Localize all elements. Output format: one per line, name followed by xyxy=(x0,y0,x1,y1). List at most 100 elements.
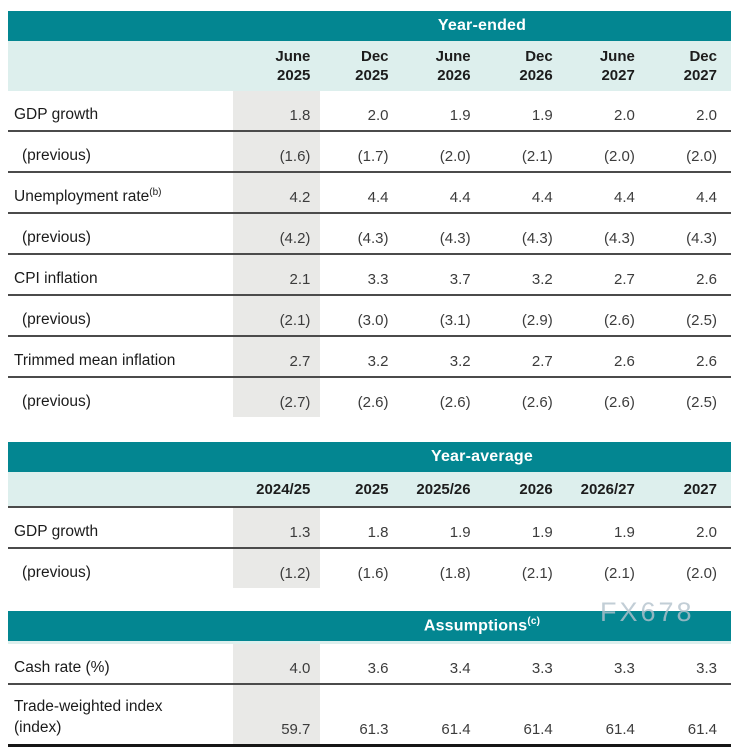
row-label: (previous) xyxy=(8,547,234,588)
value-cell: (2.1) xyxy=(566,547,649,588)
year-average-banner: Year-average xyxy=(8,442,731,472)
column-header-row: 2024/25 2025 2025/26 2026 2026/27 2027 xyxy=(8,472,731,507)
row-label: GDP growth xyxy=(14,106,99,123)
value-cell: 61.4 xyxy=(566,683,649,747)
value-cell: (2.5) xyxy=(648,376,731,417)
value-cell: 2.6 xyxy=(648,335,731,377)
banner-row: Year-average xyxy=(8,442,731,472)
value-cell: 4.2 xyxy=(233,171,321,213)
empty-header-cell xyxy=(8,472,234,507)
value-cell: (4.3) xyxy=(566,212,649,254)
value-cell: 61.4 xyxy=(648,683,731,747)
row-label: GDP growth xyxy=(8,506,234,548)
forecast-tables-page: Year-ended June 2025 Dec 2025 June 2026 Dec… xyxy=(8,11,731,747)
banner-title: Year-average xyxy=(430,448,534,465)
value-cell: (3.0) xyxy=(320,294,403,336)
year-ended-banner: Year-ended xyxy=(8,11,731,41)
value-cell: 4.0 xyxy=(233,642,321,684)
value-cell: 1.9 xyxy=(531,107,553,124)
value-cell: (3.1) xyxy=(402,294,485,336)
value-cell: 1.8 xyxy=(320,506,403,548)
row-label: (previous) xyxy=(8,294,234,336)
value-cell: (2.0) xyxy=(648,130,731,172)
row-label: (previous) xyxy=(8,376,234,417)
row-label: Unemployment rate(b) xyxy=(8,171,234,213)
value-cell: 4.4 xyxy=(566,171,649,213)
column-header: 2026/27 xyxy=(566,472,649,507)
column-header: Dec 2027 xyxy=(648,41,731,91)
value-cell: (1.8) xyxy=(402,547,485,588)
row-label: Cash rate (%) xyxy=(14,659,110,676)
value-cell: 2.1 xyxy=(233,253,321,295)
value-cell: (2.5) xyxy=(648,294,731,336)
column-header: 2027 xyxy=(648,472,731,507)
table-row: GDP growth 1.3 1.8 1.9 1.9 1.9 2.0 xyxy=(8,506,731,548)
value-cell: 3.2 xyxy=(402,335,485,377)
value-cell: 2.0 xyxy=(367,107,389,124)
table-row: CPI inflation 2.1 3.3 3.7 3.2 2.7 2.6 xyxy=(8,253,731,295)
value-cell: 3.7 xyxy=(402,253,485,295)
column-header: 2025/26 xyxy=(402,472,485,507)
value-cell: 3.2 xyxy=(484,253,567,295)
column-header: 2024/25 xyxy=(233,472,321,507)
row-label: Trade-weighted index (index) xyxy=(8,683,234,747)
value-cell: 2.0 xyxy=(613,107,635,124)
footnote-ref: (b) xyxy=(149,186,162,198)
table-row: Trade-weighted index (index) 59.7 61.3 6… xyxy=(8,683,731,747)
column-header: 2026 xyxy=(484,472,567,507)
value-cell: (4.3) xyxy=(484,212,567,254)
assumptions-banner: Assumptions(c) xyxy=(8,611,731,644)
value-cell: 3.3 xyxy=(320,253,403,295)
value-cell: (2.1) xyxy=(484,130,567,172)
row-label: (previous) xyxy=(8,130,234,172)
value-cell: 61.3 xyxy=(320,683,403,747)
value-cell: (2.6) xyxy=(566,294,649,336)
value-cell: (2.9) xyxy=(484,294,567,336)
table-row: (previous) (1.6) (1.7) (2.0) (2.1) (2.0)… xyxy=(8,130,731,172)
value-cell: 3.3 xyxy=(531,660,553,677)
column-header: 2025 xyxy=(320,472,403,507)
value-cell: (2.0) xyxy=(648,547,731,588)
value-cell: 2.7 xyxy=(233,335,321,377)
value-cell: 3.2 xyxy=(320,335,403,377)
value-cell: 3.4 xyxy=(449,660,471,677)
value-cell: 2.7 xyxy=(566,253,649,295)
value-cell: 2.7 xyxy=(484,335,567,377)
value-cell: (4.3) xyxy=(402,212,485,254)
row-label: (previous) xyxy=(8,212,234,254)
value-cell: 2.6 xyxy=(648,253,731,295)
banner-title: Assumptions(c) xyxy=(423,616,541,635)
value-cell: 2.0 xyxy=(648,506,731,548)
column-header: June 2026 xyxy=(402,41,485,91)
table-row: (previous) (4.2) (4.3) (4.3) (4.3) (4.3)… xyxy=(8,212,731,254)
value-cell: (1.2) xyxy=(233,547,321,588)
row-label: CPI inflation xyxy=(8,253,234,295)
table-row: GDP growth 1.8 2.0 1.9 1.9 2.0 2.0 xyxy=(8,91,731,131)
column-header: June 2025 xyxy=(233,41,321,91)
value-cell: 61.4 xyxy=(484,683,567,747)
row-label: Trimmed mean inflation xyxy=(8,335,234,377)
value-cell: 1.9 xyxy=(566,506,649,548)
banner-row: Assumptions(c) xyxy=(8,611,731,644)
table-row: Trimmed mean inflation 2.7 3.2 3.2 2.7 2… xyxy=(8,335,731,377)
value-cell: 3.6 xyxy=(367,660,389,677)
value-cell: (2.6) xyxy=(566,376,649,417)
value-cell: (2.6) xyxy=(402,376,485,417)
table-row: (previous) (2.7) (2.6) (2.6) (2.6) (2.6)… xyxy=(8,376,731,417)
value-cell: (2.0) xyxy=(566,130,649,172)
value-cell: (4.3) xyxy=(320,212,403,254)
column-header: Dec 2025 xyxy=(320,41,403,91)
footnote-ref: (c) xyxy=(527,616,541,628)
value-cell: 2.6 xyxy=(566,335,649,377)
value-cell: (2.1) xyxy=(484,547,567,588)
column-header: June 2027 xyxy=(566,41,649,91)
value-cell: (2.6) xyxy=(320,376,403,417)
value-cell: 61.4 xyxy=(402,683,485,747)
empty-header-cell xyxy=(8,41,234,91)
value-cell: 3.3 xyxy=(696,660,717,677)
year-average-table: Year-average 2024/25 2025 2025/26 2026 2… xyxy=(8,442,731,588)
value-cell: 1.3 xyxy=(233,506,321,548)
assumptions-table: Assumptions(c) Cash rate (%) 4.0 3.6 3.4… xyxy=(8,611,731,747)
value-cell: (4.2) xyxy=(233,212,321,254)
table-row: (previous) (2.1) (3.0) (3.1) (2.9) (2.6)… xyxy=(8,294,731,336)
